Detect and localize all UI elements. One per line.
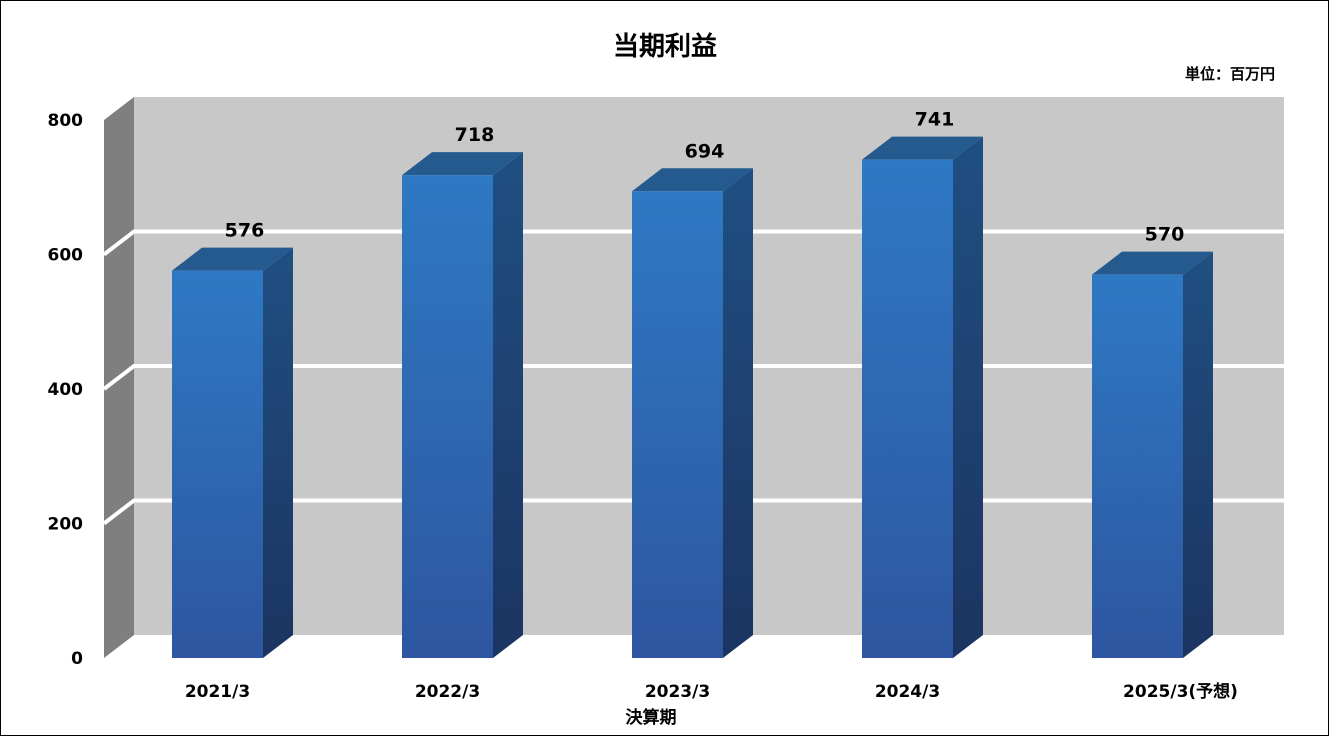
bar-2021/3	[172, 247, 293, 658]
bar-top	[632, 168, 753, 192]
data-label: 570	[1145, 224, 1185, 246]
bar-2024/3	[862, 136, 983, 659]
bar-side	[493, 152, 523, 658]
data-labels: 576 718 694 741 570	[225, 109, 1185, 246]
y-tick-label: 200	[48, 515, 84, 535]
bar-top	[402, 152, 523, 176]
bar-front	[1092, 274, 1183, 658]
bar-2022/3	[402, 152, 523, 658]
bar-side	[953, 136, 983, 659]
bar-top	[172, 247, 293, 271]
bar-side	[723, 168, 753, 658]
data-label: 718	[455, 124, 495, 146]
bar-front	[402, 175, 493, 658]
bar-front	[632, 191, 723, 658]
x-tick-label: 2023/3	[645, 682, 710, 702]
x-tick-label: 2024/3	[875, 682, 940, 702]
x-tick-label: 2021/3	[185, 682, 250, 702]
bar-2025/3(予想)	[1092, 251, 1213, 659]
y-axis-ticks: 0 200 400 600 800	[48, 111, 84, 669]
bar-top	[1092, 251, 1213, 275]
bar-2023/3	[632, 168, 753, 658]
bar-front	[172, 270, 263, 658]
bar-side	[1183, 251, 1213, 659]
chart-title: 当期利益	[613, 32, 717, 62]
y-tick-label: 0	[71, 649, 83, 669]
bar-front	[862, 159, 953, 659]
data-label: 694	[685, 140, 725, 162]
data-label: 576	[225, 220, 265, 242]
y-tick-label: 400	[48, 380, 84, 400]
bar-top	[862, 136, 983, 160]
x-tick-label: 2025/3(予想)	[1123, 681, 1238, 702]
x-tick-label: 2022/3	[415, 682, 480, 702]
data-label: 741	[915, 109, 955, 131]
bars	[172, 136, 1213, 659]
x-axis-ticks: 2021/3 2022/3 2023/3 2024/3 2025/3(予想)	[185, 681, 1238, 702]
bar-side	[263, 247, 293, 658]
y-tick-label: 600	[48, 246, 84, 266]
y-tick-label: 800	[48, 111, 84, 131]
unit-label: 単位：百万円	[1185, 65, 1275, 83]
x-axis-title: 決算期	[626, 707, 677, 728]
